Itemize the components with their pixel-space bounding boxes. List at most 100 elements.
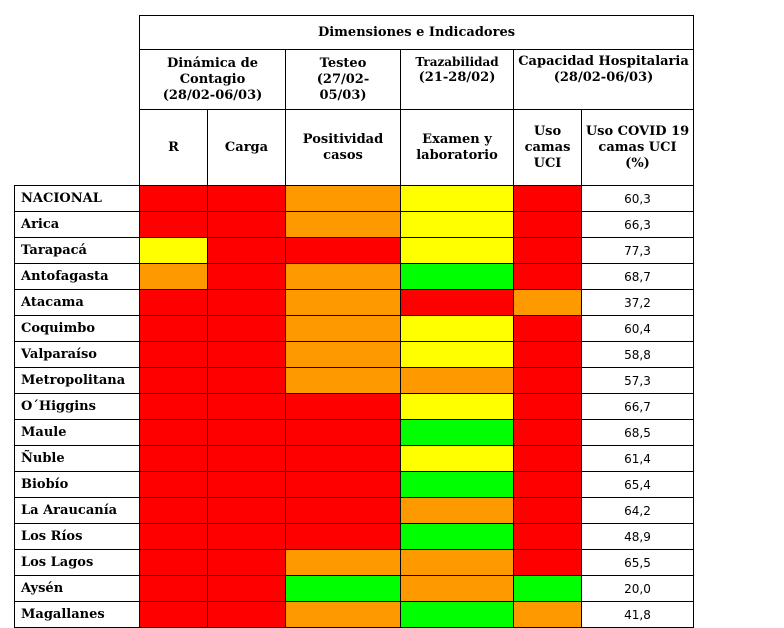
status-cell-positividad — [285, 497, 401, 524]
status-cell-positividad — [285, 367, 401, 394]
status-cell-uso-camas — [513, 393, 582, 420]
status-cell-examen — [400, 393, 514, 420]
status-cell-carga — [207, 445, 286, 472]
status-cell-examen — [400, 575, 514, 602]
table-row: Aysén 20,0 — [14, 575, 694, 602]
status-cell-uso-camas — [513, 419, 582, 446]
status-cell-examen — [400, 419, 514, 446]
region-cell: Atacama — [14, 289, 140, 316]
status-cell-uso-camas — [513, 315, 582, 342]
region-cell: NACIONAL — [14, 185, 140, 212]
status-cell-r — [139, 315, 208, 342]
status-cell-positividad — [285, 341, 401, 368]
region-cell: Ñuble — [14, 445, 140, 472]
status-cell-positividad — [285, 601, 401, 628]
status-cell-uso-camas — [513, 367, 582, 394]
status-cell-carga — [207, 185, 286, 212]
group-testeo-line-1: Testeo — [319, 55, 367, 71]
status-cell-uso-camas — [513, 601, 582, 628]
group-capacidad-header: Capacidad Hospitalaria (28/02-06/03) — [513, 49, 694, 110]
region-cell: Metropolitana — [14, 367, 140, 394]
group-dinamica-line-3: (28/02-06/03) — [162, 87, 263, 103]
uso-covid-value: 66,3 — [581, 211, 694, 238]
status-cell-r — [139, 575, 208, 602]
status-cell-examen — [400, 549, 514, 576]
corner-blank-2 — [14, 49, 140, 110]
status-cell-positividad — [285, 289, 401, 316]
status-cell-uso-camas — [513, 523, 582, 550]
status-cell-positividad — [285, 315, 401, 342]
uso-covid-value: 68,5 — [581, 419, 694, 446]
col-positividad-line-1: Positividad — [302, 131, 384, 147]
col-uso-covid-line-2: camas UCI — [598, 139, 677, 155]
status-cell-examen — [400, 341, 514, 368]
uso-covid-value: 60,4 — [581, 315, 694, 342]
status-cell-positividad — [285, 523, 401, 550]
status-cell-uso-camas — [513, 185, 582, 212]
status-cell-examen — [400, 601, 514, 628]
status-cell-examen — [400, 367, 514, 394]
table-row: Antofagasta 68,7 — [14, 263, 694, 290]
col-uso-camas-line-1: Uso — [533, 123, 562, 139]
status-cell-positividad — [285, 471, 401, 498]
region-cell: Los Ríos — [14, 523, 140, 550]
table-row: Metropolitana 57,3 — [14, 367, 694, 394]
table-row: Coquimbo 60,4 — [14, 315, 694, 342]
status-cell-carga — [207, 341, 286, 368]
col-uso-camas-header: Uso camas UCI — [513, 109, 582, 186]
status-cell-carga — [207, 393, 286, 420]
col-positividad-line-2: casos — [323, 147, 363, 163]
status-cell-positividad — [285, 237, 401, 264]
status-cell-r — [139, 497, 208, 524]
table-row: Valparaíso 58,8 — [14, 341, 694, 368]
status-cell-r — [139, 185, 208, 212]
col-examen-line-1: Examen y — [422, 131, 492, 147]
status-cell-positividad — [285, 445, 401, 472]
region-cell: La Araucanía — [14, 497, 140, 524]
group-testeo-header: Testeo (27/02- 05/03) — [285, 49, 401, 110]
status-cell-r — [139, 601, 208, 628]
status-cell-examen — [400, 315, 514, 342]
status-cell-uso-camas — [513, 497, 582, 524]
status-cell-carga — [207, 237, 286, 264]
col-uso-covid-line-3: (%) — [625, 155, 650, 171]
corner-blank-3 — [14, 109, 140, 186]
table-row: Tarapacá 77,3 — [14, 237, 694, 264]
group-dinamica-line-1: Dinámica de — [166, 55, 258, 71]
uso-covid-value: 58,8 — [581, 341, 694, 368]
uso-covid-value: 60,3 — [581, 185, 694, 212]
region-cell: Maule — [14, 419, 140, 446]
status-cell-examen — [400, 497, 514, 524]
status-cell-positividad — [285, 419, 401, 446]
status-cell-carga — [207, 523, 286, 550]
uso-covid-value: 57,3 — [581, 367, 694, 394]
status-cell-carga — [207, 549, 286, 576]
status-cell-r — [139, 341, 208, 368]
region-cell: O´Higgins — [14, 393, 140, 420]
corner-blank — [14, 15, 140, 50]
status-cell-carga — [207, 601, 286, 628]
status-cell-r — [139, 367, 208, 394]
status-cell-carga — [207, 211, 286, 238]
uso-covid-value: 20,0 — [581, 575, 694, 602]
uso-covid-value: 48,9 — [581, 523, 694, 550]
dimensions-header: Dimensiones e Indicadores — [139, 15, 694, 50]
col-uso-camas-line-2: camas — [524, 139, 571, 155]
status-cell-r — [139, 419, 208, 446]
status-cell-carga — [207, 575, 286, 602]
status-cell-carga — [207, 497, 286, 524]
region-cell: Biobío — [14, 471, 140, 498]
group-trazabilidad-line-2: (21-28/02) — [418, 70, 496, 85]
status-cell-examen — [400, 185, 514, 212]
status-cell-positividad — [285, 185, 401, 212]
status-cell-carga — [207, 367, 286, 394]
status-cell-positividad — [285, 393, 401, 420]
status-cell-carga — [207, 289, 286, 316]
status-cell-uso-camas — [513, 263, 582, 290]
region-cell: Valparaíso — [14, 341, 140, 368]
status-cell-positividad — [285, 575, 401, 602]
status-cell-uso-camas — [513, 211, 582, 238]
status-cell-uso-camas — [513, 237, 582, 264]
status-cell-uso-camas — [513, 341, 582, 368]
col-uso-camas-line-3: UCI — [533, 155, 562, 171]
